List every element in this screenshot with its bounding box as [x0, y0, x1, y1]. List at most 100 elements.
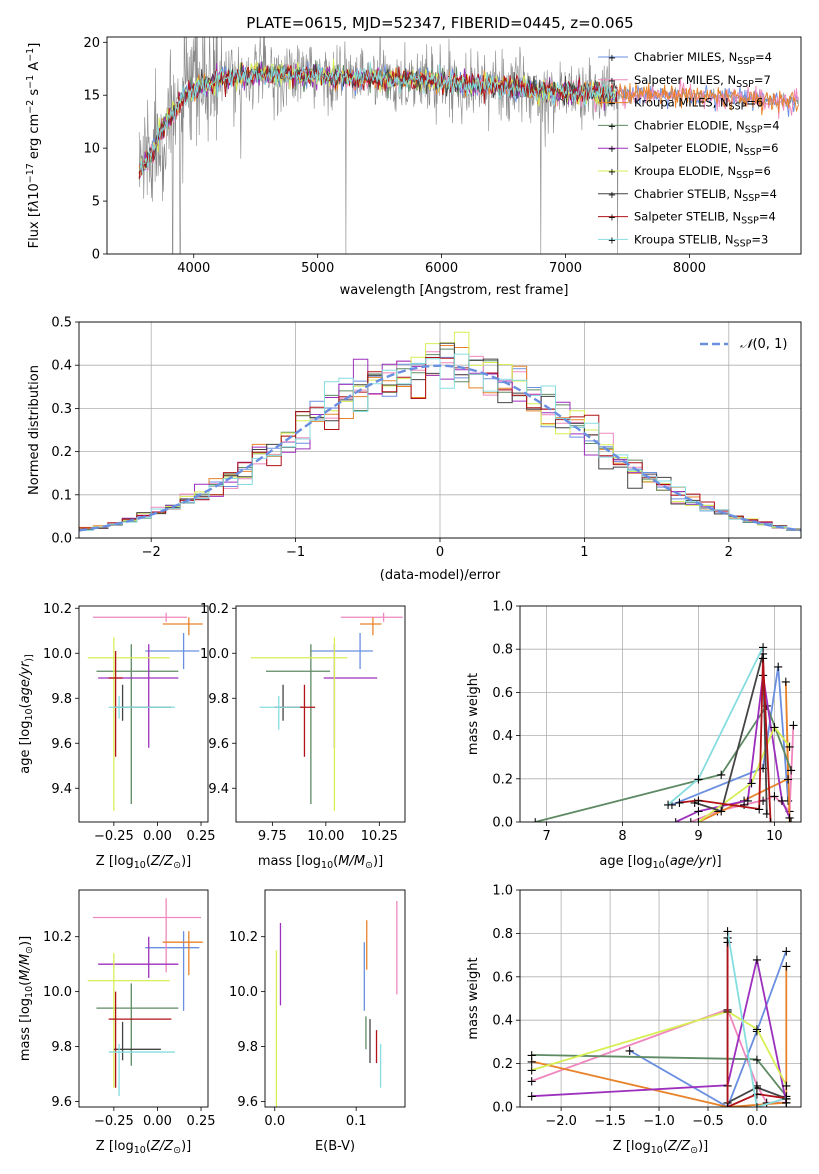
legend-label: Salpeter MILES, NSSP=7 [634, 73, 771, 90]
series-point: + [666, 798, 677, 813]
error-point [145, 633, 200, 669]
y-tick-label: 10.2 [200, 602, 229, 617]
y-axis-label: Normed distribution [27, 365, 42, 495]
series-point: + [758, 762, 769, 777]
error-point [108, 1043, 175, 1097]
series-point: + [765, 816, 776, 831]
error-point [250, 637, 348, 811]
axes-frame [106, 36, 802, 255]
x-tick-label: 1 [580, 545, 588, 560]
y-tick-label: 0.2 [492, 1057, 513, 1072]
series-point: + [674, 796, 685, 811]
x-axis-label: Z [log10(Z/Z⊙)] [96, 854, 191, 871]
legend-marker: + [608, 167, 616, 178]
x-tick-label: −0.25 [94, 829, 134, 844]
legend-label: Chabrier MILES, NSSP=4 [634, 50, 772, 67]
y-tick-label: 9.6 [208, 737, 229, 752]
y-tick-label: 0 [92, 248, 100, 263]
series-point: + [722, 936, 733, 951]
x-axis-label: age [log10(age/yr)] [599, 854, 721, 871]
x-tick-label: −2 [142, 545, 161, 560]
y-axis-label: mass [log10(M/M⊙)] [18, 936, 35, 1061]
series-point: + [751, 953, 762, 968]
axes-frame [519, 889, 802, 1108]
series-point: + [780, 675, 791, 690]
x-tick-label: 9.75 [258, 829, 287, 844]
series-point: + [758, 647, 769, 662]
histogram-steps [79, 357, 801, 530]
series-point: + [751, 1025, 762, 1040]
legend-marker: + [608, 213, 616, 224]
error-point [340, 612, 403, 622]
legend-marker: + [608, 144, 616, 155]
x-tick-label: 8 [618, 829, 626, 844]
x-axis-label: Z [log10(Z/Z⊙)] [613, 1139, 708, 1156]
y-tick-label: 1.0 [492, 600, 513, 615]
legend-label: Kroupa STELIB, NSSP=3 [634, 232, 768, 249]
y-tick-label: 0.2 [492, 772, 513, 787]
x-axis-label: mass [log10(M/M⊙)] [258, 854, 383, 871]
error-point [259, 696, 301, 730]
axes-frame [78, 605, 209, 823]
x-tick-label: 8000 [673, 261, 706, 276]
series-point: + [781, 1092, 792, 1107]
series-point: + [693, 816, 704, 831]
y-tick-label: 0.8 [492, 643, 513, 658]
legend-label: Chabrier ELODIE, NSSP=4 [634, 118, 780, 135]
series-point: + [751, 1101, 762, 1116]
series-line [726, 942, 787, 1107]
y-tick-label: 10.0 [229, 985, 258, 1000]
series-point: + [788, 718, 799, 733]
series-line [697, 725, 791, 822]
series-point: + [526, 1048, 537, 1063]
y-tick-label: 0.1 [51, 488, 72, 503]
series-line [679, 657, 772, 822]
series-line [629, 950, 788, 1107]
x-tick-label: 0 [436, 545, 444, 560]
y-tick-label: 0.6 [492, 970, 513, 985]
series-point: + [769, 790, 780, 805]
figure-title: PLATE=0615, MJD=52347, FIBERID=0445, z=0… [246, 14, 633, 32]
mass-weight-series: +++++ [674, 651, 776, 831]
series-point: + [526, 1074, 537, 1089]
series-line [531, 1054, 788, 1097]
error-point [162, 617, 203, 636]
series-point: + [781, 944, 792, 959]
axes-frame [235, 605, 406, 823]
x-tick-label: −1 [286, 545, 305, 560]
x-tick-label: 0.25 [187, 1114, 216, 1129]
x-axis-label: Z [log10(Z/Z⊙)] [96, 1139, 191, 1156]
series-point: + [526, 1090, 537, 1105]
error-point [113, 1021, 161, 1061]
series-point: + [777, 794, 788, 809]
model-spectrum-line [138, 61, 618, 175]
x-tick-label: 10 [766, 829, 783, 844]
x-tick-label: 0.1 [346, 1114, 367, 1129]
y-tick-label: 9.8 [51, 692, 72, 707]
series-point: + [663, 798, 674, 813]
series-point: + [526, 1064, 537, 1079]
series-point: + [742, 794, 753, 809]
y-tick-label: 10.2 [229, 930, 258, 945]
series-line [675, 674, 791, 822]
x-tick-label: 0.00 [143, 1114, 172, 1129]
y-tick-label: 0.8 [492, 927, 513, 942]
legend: + Chabrier MILES, NSSP=4 + Salpeter MILES, … [598, 50, 780, 249]
series-point: + [693, 805, 704, 820]
y-tick-label: 0.5 [51, 316, 72, 331]
y-tick-label: 0.0 [492, 1101, 513, 1116]
x-tick-label: 2 [725, 545, 733, 560]
x-tick-label: 7 [542, 829, 550, 844]
series-line [694, 653, 768, 814]
series-point: + [758, 794, 769, 809]
y-tick-label: 20 [83, 36, 100, 51]
error-point [92, 898, 202, 973]
series-point: + [781, 1096, 792, 1111]
axes-frame [264, 889, 406, 1108]
y-tick-label: 9.6 [237, 1095, 258, 1110]
y-tick-label: 0.0 [492, 816, 513, 831]
age-vs-mass-panel: 9.75 10.00 10.25 9.4 9.6 9.8 10.0 10.2 mass [log… [200, 602, 406, 871]
error-point [108, 991, 172, 1088]
x-tick-label: 0.0 [264, 1114, 285, 1129]
legend-marker: + [608, 121, 616, 132]
